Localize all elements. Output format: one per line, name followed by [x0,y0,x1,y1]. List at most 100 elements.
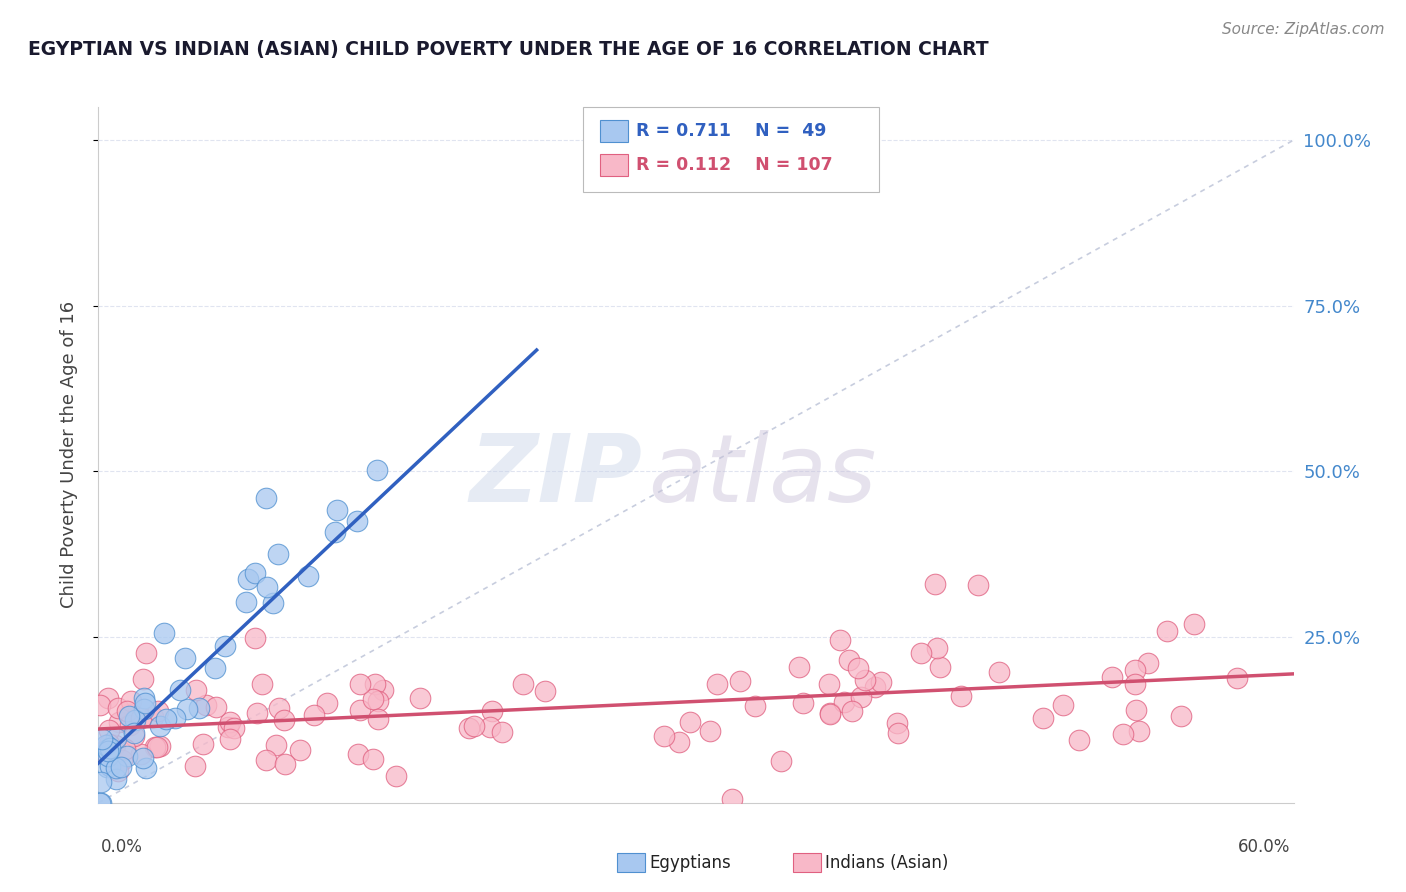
Point [364,677,387,691]
Point [838,653,860,667]
Point [142,709,165,723]
Point [105,731,128,746]
Point [830,633,852,648]
Point [104,772,127,787]
Point [728,673,751,688]
Point [288,743,311,757]
Point [97,748,120,763]
Point [107,701,129,715]
Point [243,566,266,581]
Point [134,696,156,710]
Point [267,701,290,715]
Point [1226,671,1249,685]
Point [349,677,371,691]
Point [346,514,368,528]
Point [349,703,371,717]
Text: atlas: atlas [648,430,876,521]
Point [110,753,132,767]
Text: 0.0%: 0.0% [101,838,143,855]
Point [1123,663,1146,677]
Point [96,760,118,774]
Point [110,760,132,774]
Point [1101,670,1123,684]
Point [98,737,121,751]
Point [145,739,167,754]
Point [214,639,236,653]
Point [97,744,120,758]
Point [114,742,136,756]
Point [204,661,226,675]
Point [367,693,389,707]
Point [104,761,127,775]
Point [107,764,129,778]
Point [886,716,908,731]
Point [1156,624,1178,638]
Point [218,715,240,730]
Point [115,704,138,718]
Point [124,726,146,740]
Point [224,721,246,735]
Text: R = 0.112    N = 107: R = 0.112 N = 107 [636,156,832,174]
Point [1136,656,1159,670]
Point [176,702,198,716]
Point [846,661,869,675]
Point [770,754,793,768]
Y-axis label: Child Poverty Under the Age of 16: Child Poverty Under the Age of 16 [59,301,77,608]
Point [1125,703,1147,717]
Point [744,698,766,713]
Point [479,720,502,734]
Point [458,721,481,735]
Point [246,706,269,720]
Point [1123,676,1146,690]
Point [96,742,118,756]
Point [124,713,146,727]
Point [97,723,120,737]
Point [1182,616,1205,631]
Point [90,732,112,747]
Point [132,691,155,706]
Point [98,758,121,772]
Point [90,796,112,810]
Point [153,626,176,640]
Point [652,729,675,743]
Point [256,580,278,594]
Point [129,710,152,724]
Point [315,696,337,710]
Point [818,677,841,691]
Point [245,631,267,645]
Point [699,723,721,738]
Point [302,708,325,723]
Point [910,646,932,660]
Text: 60.0%: 60.0% [1239,838,1291,855]
Point [326,503,349,517]
Point [89,796,111,810]
Text: R = 0.711    N =  49: R = 0.711 N = 49 [636,122,825,140]
Point [949,690,972,704]
Point [93,744,115,758]
Point [870,675,893,690]
Point [820,706,842,721]
Point [792,696,814,710]
Text: Source: ZipAtlas.com: Source: ZipAtlas.com [1222,22,1385,37]
Point [155,712,177,726]
Point [104,739,127,753]
Point [135,646,157,660]
Point [97,740,120,755]
Point [250,677,273,691]
Point [463,719,485,733]
Point [274,756,297,771]
Text: EGYPTIAN VS INDIAN (ASIAN) CHILD POVERTY UNDER THE AGE OF 16 CORRELATION CHART: EGYPTIAN VS INDIAN (ASIAN) CHILD POVERTY… [28,40,988,59]
Point [273,713,295,727]
Point [1128,724,1150,739]
Point [134,702,156,716]
Point [98,740,121,755]
Point [818,706,841,721]
Point [361,751,384,765]
Point [967,578,990,592]
Point [1112,726,1135,740]
Point [1052,698,1074,712]
Point [925,641,948,656]
Point [262,596,284,610]
Point [785,146,807,161]
Point [108,715,131,730]
